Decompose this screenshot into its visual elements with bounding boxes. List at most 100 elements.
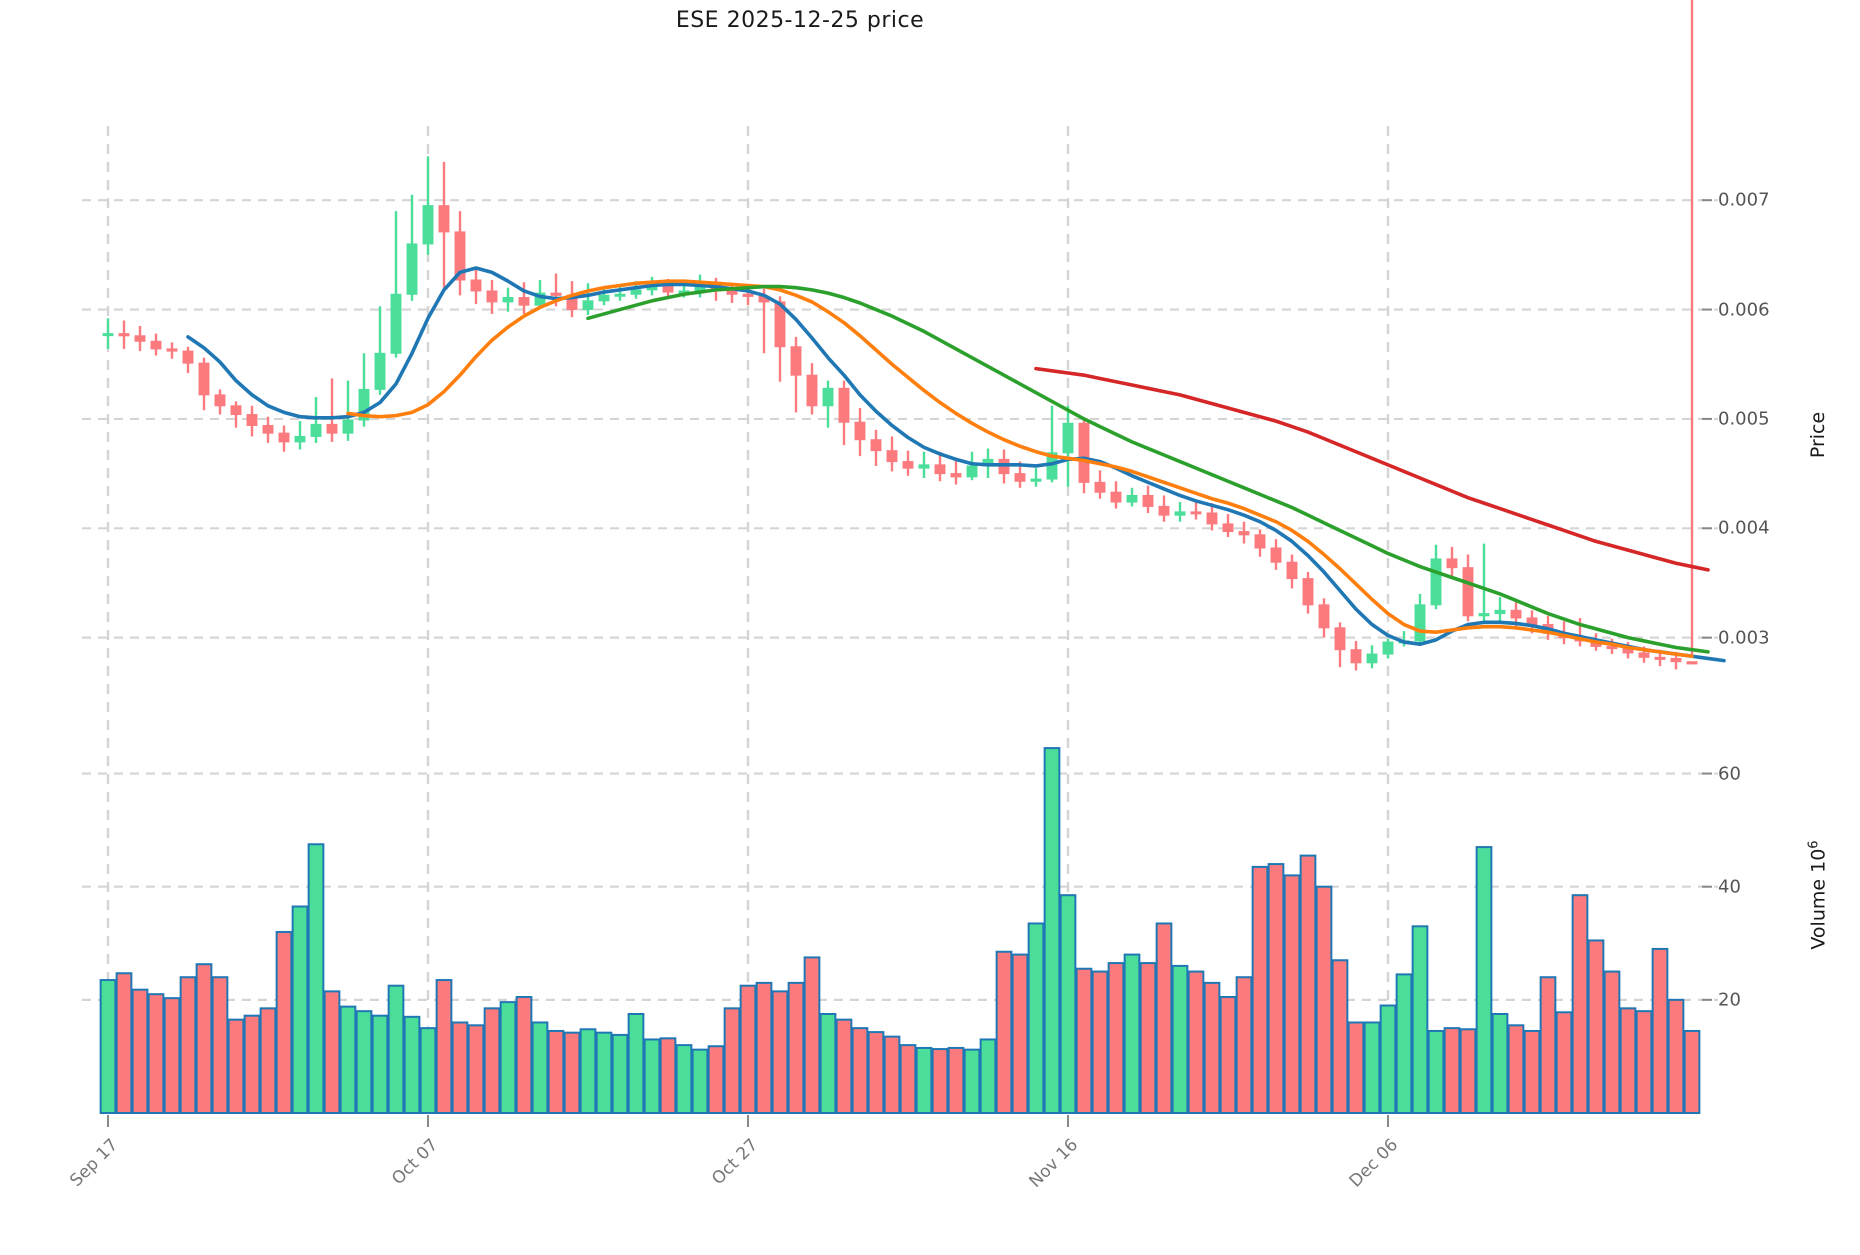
candle-body — [966, 465, 978, 478]
candle-body — [1350, 649, 1362, 664]
candle-body — [1654, 656, 1666, 660]
candle-body — [358, 388, 370, 421]
tick-marks-layer — [107, 199, 1712, 1127]
candle-body — [246, 414, 258, 426]
ma-line — [346, 279, 1694, 659]
candle-body — [406, 243, 418, 295]
volume-bar — [531, 1021, 549, 1114]
candle-body — [1014, 473, 1026, 482]
price-tick-label: 0.005 — [1718, 408, 1770, 430]
candle-body — [342, 419, 354, 434]
volume-bar — [1395, 973, 1413, 1114]
volume-bar — [499, 1001, 517, 1114]
candle-body — [774, 301, 786, 348]
candle-body — [1254, 534, 1266, 549]
candle-body — [1446, 558, 1458, 569]
candle-body — [534, 292, 546, 306]
candle-body — [294, 435, 306, 443]
volume-bar — [739, 984, 757, 1115]
volume-bar — [627, 1012, 645, 1115]
volume-bar — [1091, 970, 1109, 1114]
candle-body — [1430, 558, 1442, 606]
volume-axis-title: Volume 106 — [1806, 840, 1829, 949]
volume-bar — [1059, 894, 1077, 1114]
volume-bar — [195, 963, 213, 1114]
candle-body — [118, 333, 130, 337]
volume-bar — [979, 1038, 997, 1114]
volume-bar — [1347, 1021, 1365, 1114]
volume-bar — [211, 976, 229, 1114]
candle-body — [918, 464, 930, 469]
volume-bar — [1235, 976, 1253, 1114]
candle-body — [1286, 561, 1298, 580]
volume-bar — [1475, 846, 1493, 1114]
volume-bar — [995, 950, 1013, 1114]
candle-body — [1062, 422, 1074, 454]
volume-bar — [1587, 939, 1605, 1114]
volume-bar — [1075, 967, 1093, 1114]
volume-bar — [483, 1007, 501, 1115]
volume-bar — [1571, 894, 1589, 1114]
volume-bar — [867, 1031, 885, 1115]
price-tick-label: 0.004 — [1718, 517, 1770, 539]
candle-body — [934, 464, 946, 475]
candle-body — [438, 205, 450, 233]
volume-bar — [419, 1027, 437, 1114]
volume-axis-exponent: 6 — [1806, 840, 1822, 849]
volume-bar — [595, 1031, 613, 1114]
volume-bar — [931, 1048, 949, 1114]
candle-body — [550, 292, 562, 296]
volume-bar — [339, 1005, 357, 1115]
volume-bar — [451, 1021, 469, 1114]
price-tick-label: 0.007 — [1718, 189, 1770, 211]
candle-body — [326, 423, 338, 434]
volume-bar — [1187, 970, 1205, 1114]
volume-bar — [675, 1044, 693, 1115]
volume-bar — [1427, 1029, 1445, 1114]
candle-body — [1670, 657, 1682, 663]
volume-bar — [1379, 1004, 1397, 1114]
candle-body — [1382, 641, 1394, 655]
volume-bar — [899, 1044, 917, 1115]
candle-body — [1174, 511, 1186, 516]
candle-body — [1110, 491, 1122, 503]
ma-line — [586, 284, 1710, 654]
volume-bar — [563, 1031, 581, 1114]
volume-bar — [307, 843, 325, 1115]
candle-body — [166, 348, 178, 352]
volume-bar — [1491, 1012, 1509, 1115]
candle-body — [374, 352, 386, 390]
volume-bar — [947, 1046, 965, 1114]
candle-body — [1206, 512, 1218, 525]
volume-bar — [227, 1018, 245, 1115]
volume-bar — [1123, 953, 1141, 1115]
candle-body — [950, 473, 962, 478]
candle-body — [630, 289, 642, 295]
candle-body — [198, 362, 210, 396]
volume-bar — [1603, 970, 1621, 1114]
volume-bar — [851, 1027, 869, 1114]
price-tick-label: 0.003 — [1718, 627, 1770, 649]
volume-bar — [1315, 885, 1333, 1114]
volume-bar — [1507, 1024, 1525, 1115]
volume-bar — [1171, 964, 1189, 1114]
volume-bar — [243, 1014, 261, 1115]
candle-body — [390, 293, 402, 354]
candle-body — [790, 346, 802, 376]
price-axis-title: Price — [1807, 411, 1829, 459]
volume-bar — [771, 990, 789, 1115]
candle-body — [1462, 567, 1474, 617]
candle-body — [806, 374, 818, 407]
volume-bar — [611, 1033, 629, 1114]
candle-body — [134, 335, 146, 342]
volume-bar — [1523, 1029, 1541, 1114]
candle-body — [726, 290, 738, 295]
volume-bar — [275, 930, 293, 1115]
volume-bar — [787, 981, 805, 1114]
volume-bar — [1683, 1029, 1701, 1114]
candle-body — [1494, 609, 1506, 615]
volume-bar — [515, 996, 533, 1115]
volume-bar — [179, 976, 197, 1114]
volume-bar — [1011, 953, 1029, 1115]
volume-bar — [371, 1014, 389, 1115]
